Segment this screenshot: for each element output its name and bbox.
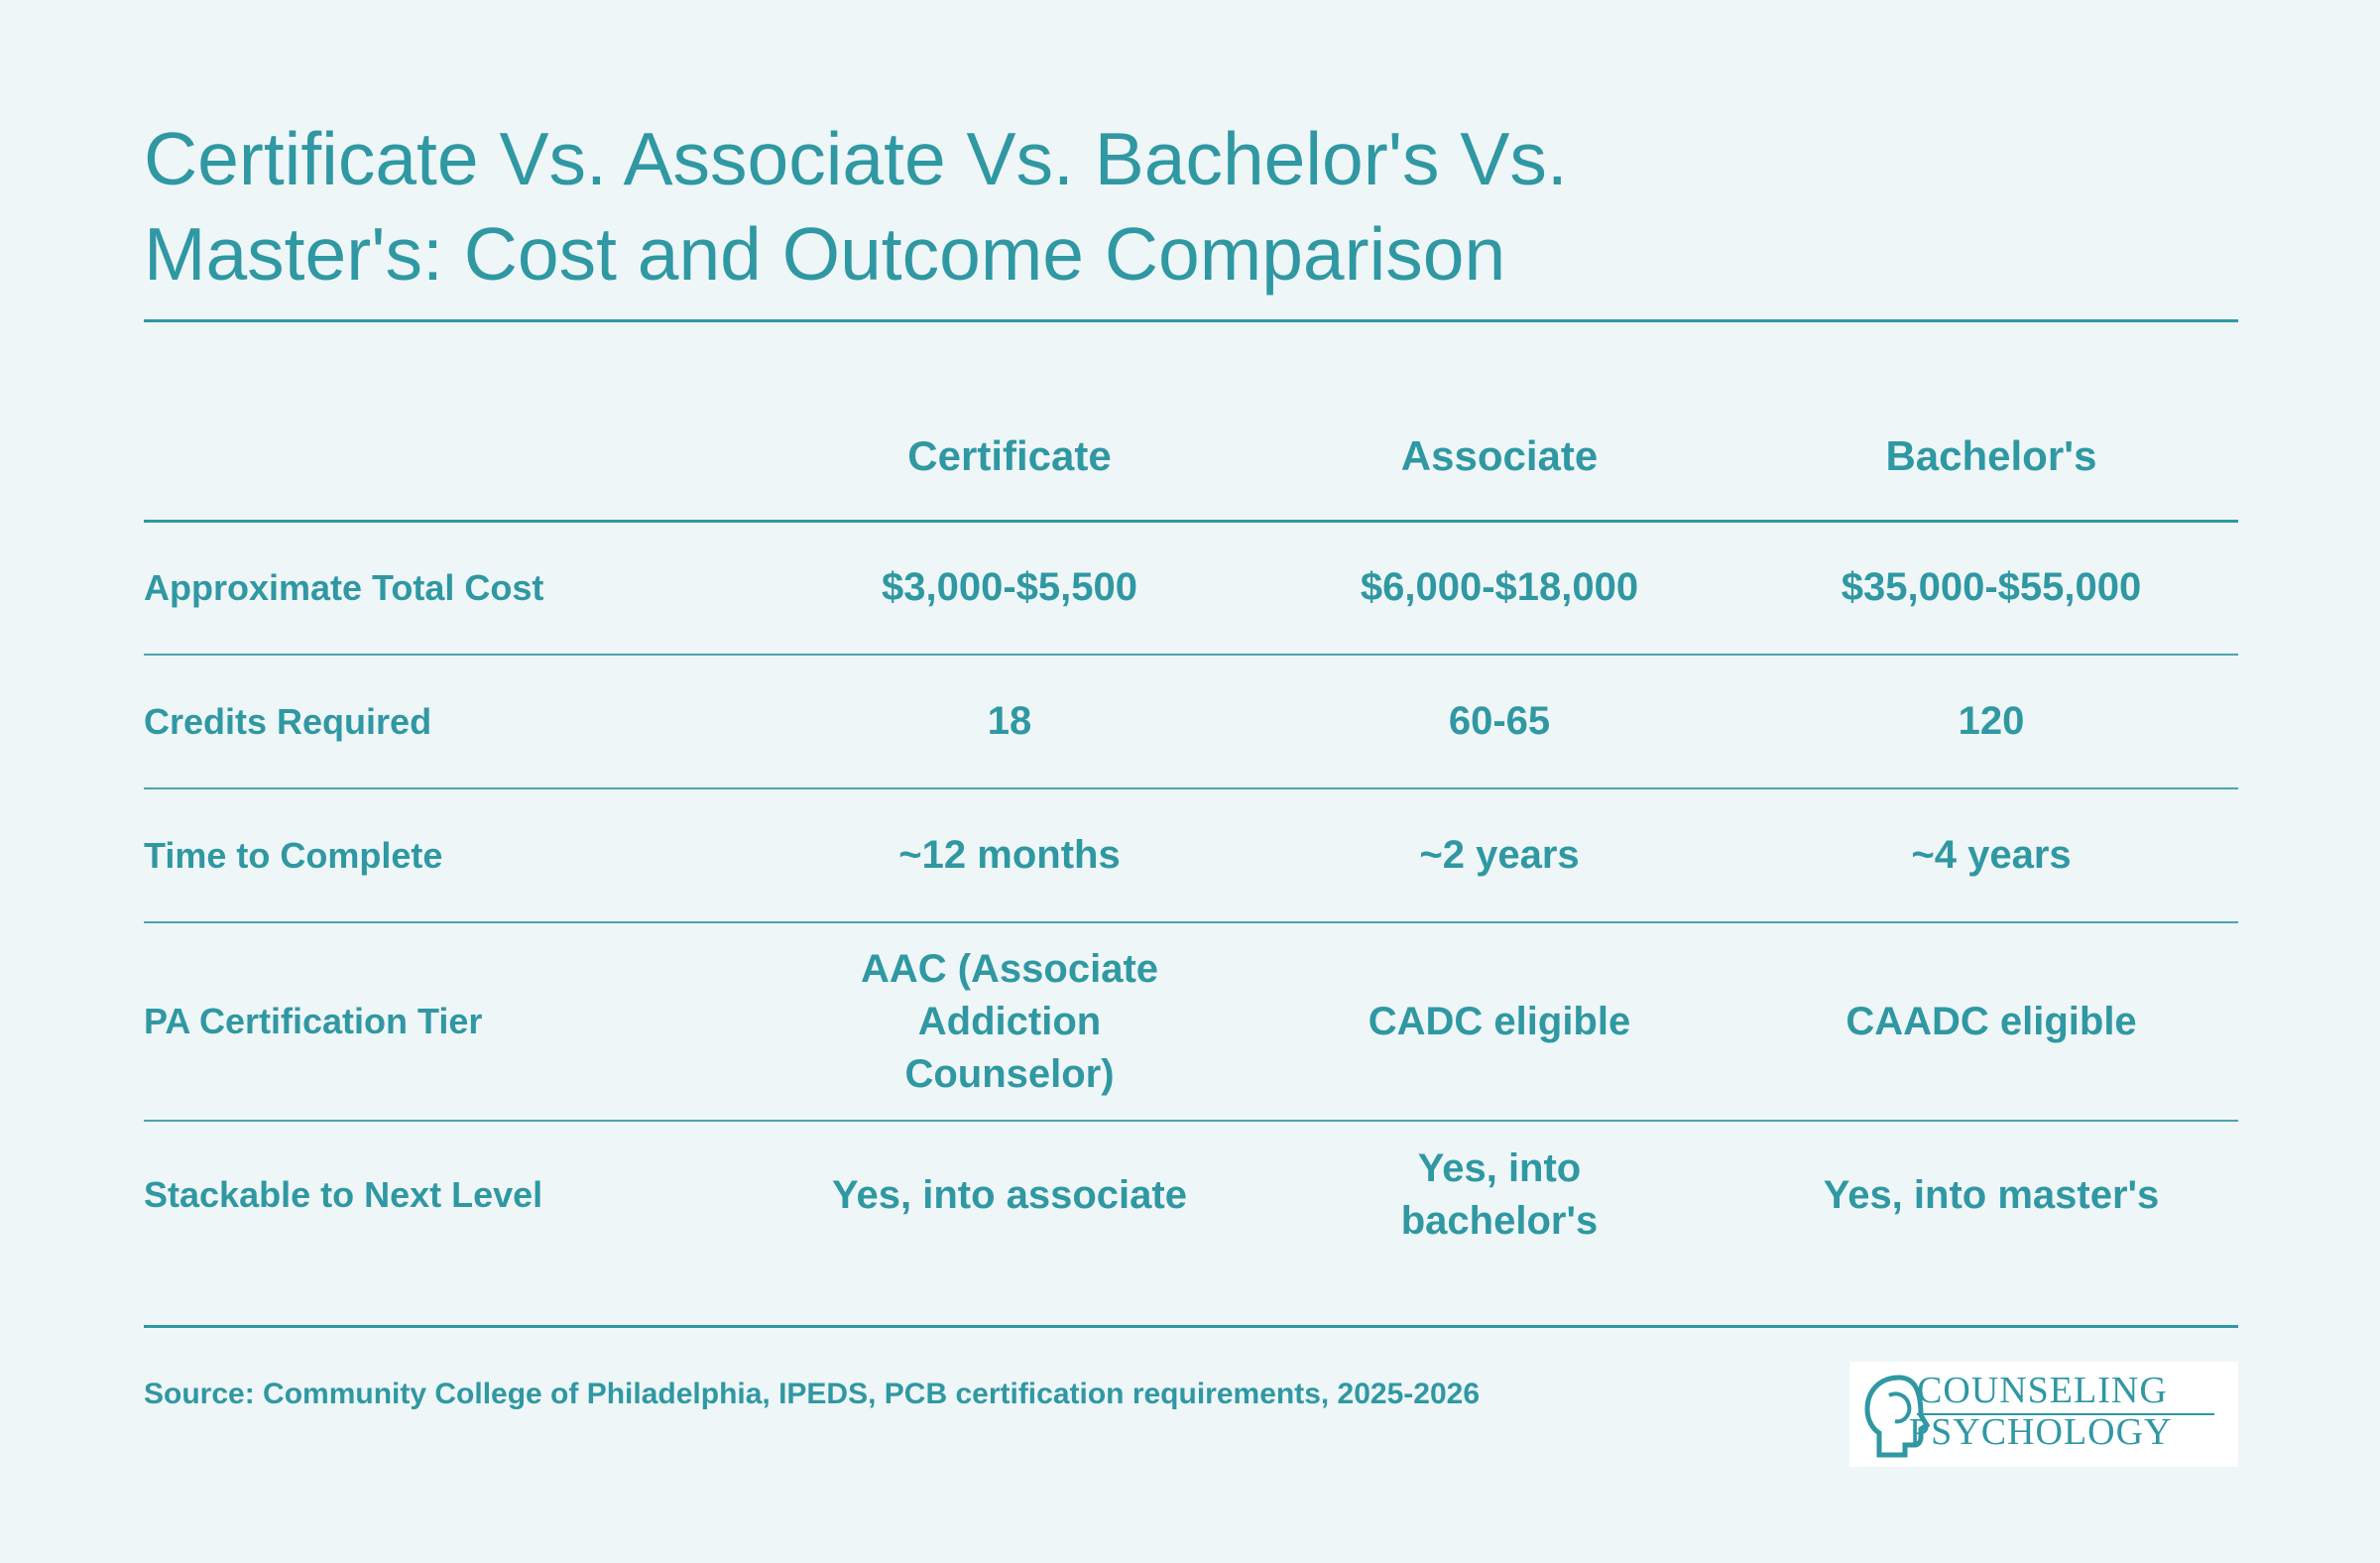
- table-cell: Yes, into bachelor's: [1254, 1122, 1744, 1268]
- counseling-psychology-logo: COUNSELING PSYCHOLOGY: [1849, 1362, 2238, 1467]
- head-profile-icon: [1864, 1375, 1931, 1458]
- table-cell: 60-65: [1448, 699, 1551, 743]
- source-note: Source: Community College of Philadelphi…: [144, 1378, 1481, 1410]
- table-cell-text: Yes, into bachelor's: [1400, 1146, 1599, 1243]
- title-line-1: Certificate Vs. Associate Vs. Bachelor's…: [144, 117, 1568, 200]
- table-row: Approximate Total Cost $3,000-$5,500 $6,…: [144, 522, 2238, 656]
- table-cell: CAADC eligible: [1845, 999, 2137, 1043]
- row-label: Time to Complete: [144, 834, 443, 876]
- table-header-row: Certificate Associate Bachelor's: [144, 397, 2238, 520]
- row-label: PA Certification Tier: [144, 1001, 483, 1041]
- table-cell: Yes, into associate: [832, 1172, 1187, 1217]
- table-row: Stackable to Next Level Yes, into associ…: [144, 1122, 2238, 1268]
- logo-text-psychology: PSYCHOLOGY: [1909, 1411, 2173, 1453]
- row-label: Stackable to Next Level: [144, 1174, 543, 1215]
- table-cell: AAC (Associate Addiction Counselor): [765, 923, 1254, 1120]
- table-cell: $35,000-$55,000: [1841, 565, 2142, 609]
- title-line-2: Master's: Cost and Outcome Comparison: [144, 212, 1506, 296]
- table-bottom-divider: [144, 1325, 2238, 1328]
- table-cell: ~2 years: [1419, 833, 1580, 877]
- table-cell: 18: [987, 699, 1032, 743]
- row-label: Approximate Total Cost: [144, 566, 544, 608]
- table-cell: Yes, into master's: [1823, 1172, 2160, 1217]
- column-header-certificate: Certificate: [907, 432, 1112, 479]
- table-row: PA Certification Tier AAC (Associate Add…: [144, 923, 2238, 1122]
- page-title: Certificate Vs. Associate Vs. Bachelor's…: [144, 111, 1830, 301]
- column-header-associate: Associate: [1400, 432, 1599, 479]
- table-cell: $6,000-$18,000: [1360, 565, 1639, 609]
- logo-text-counseling: COUNSELING: [1917, 1370, 2168, 1411]
- table-row: Time to Complete ~12 months ~2 years ~4 …: [144, 789, 2238, 923]
- table-cell: CADC eligible: [1368, 999, 1631, 1043]
- logo-divider: [1917, 1413, 2214, 1415]
- table-cell: ~4 years: [1911, 833, 2072, 877]
- header-divider: [144, 520, 2238, 523]
- table-cell: 120: [1958, 699, 2025, 743]
- table-row: Credits Required 18 60-65 120: [144, 656, 2238, 789]
- title-divider: [144, 319, 2238, 322]
- column-header-bachelors: Bachelor's: [1885, 432, 2097, 479]
- table-cell: ~12 months: [898, 833, 1121, 877]
- table-cell-text: AAC (Associate Addiction Counselor): [860, 946, 1159, 1096]
- row-label: Credits Required: [144, 700, 432, 742]
- infographic-page: Certificate Vs. Associate Vs. Bachelor's…: [144, 0, 2238, 1563]
- table-cell: $3,000-$5,500: [881, 565, 1137, 609]
